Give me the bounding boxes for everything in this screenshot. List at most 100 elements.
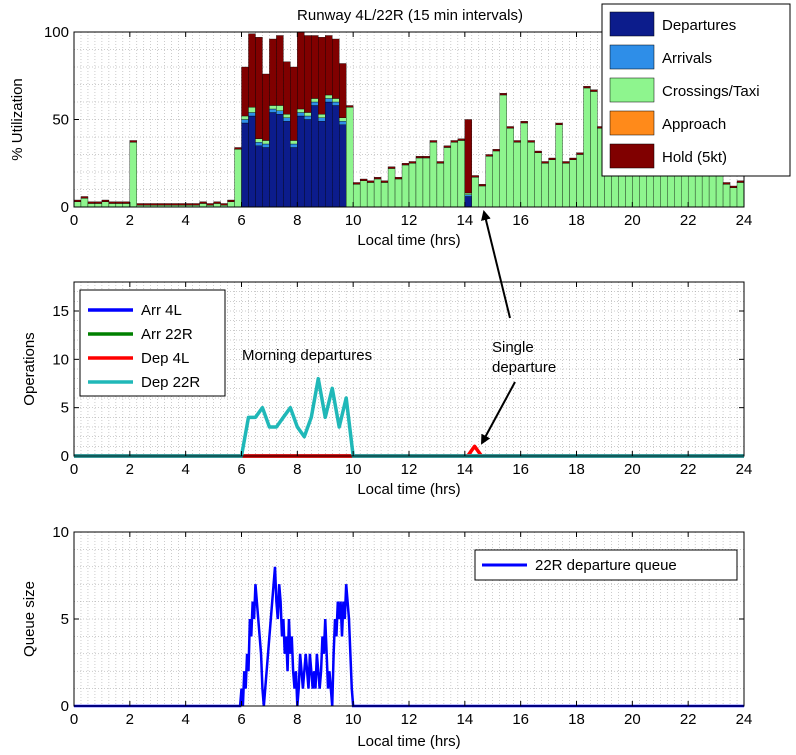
bar-segment	[408, 161, 417, 164]
y-tick-label: 0	[61, 448, 69, 465]
bar-segment	[199, 201, 207, 204]
bar-segment	[555, 124, 563, 208]
bar-segment	[115, 201, 124, 204]
bar-segment	[387, 168, 396, 208]
bar-segment	[408, 163, 417, 208]
x-tick-label: 12	[401, 711, 418, 728]
bar-segment	[101, 201, 110, 208]
bar-segment	[283, 114, 291, 118]
y-tick-label: 10	[52, 524, 69, 541]
bar-segment	[436, 161, 445, 164]
bar-segment	[73, 199, 82, 202]
bar-segment	[443, 147, 452, 208]
bar-segment	[213, 201, 221, 204]
bar-segment	[150, 203, 158, 206]
bar-segment	[311, 105, 319, 208]
bar-segment	[276, 105, 284, 111]
bar-segment	[583, 87, 591, 208]
bar-segment	[443, 145, 452, 148]
bar-segment	[108, 201, 117, 204]
bar-segment	[262, 140, 270, 145]
bar-segment	[352, 182, 361, 185]
bar-segment	[248, 107, 256, 113]
x-tick-label: 20	[624, 711, 641, 728]
legend-label-arrivals: Arrivals	[662, 50, 712, 67]
legend-label-arr-22r: Arr 22R	[141, 326, 193, 343]
bar-segment	[171, 203, 179, 206]
x-tick-label: 8	[293, 212, 301, 229]
bar-segment	[576, 154, 584, 208]
bar-segment	[255, 138, 263, 143]
x-tick-label: 22	[680, 212, 697, 229]
x-tick-label: 10	[345, 212, 362, 229]
bar-segment	[506, 128, 514, 208]
x-tick-label: 18	[568, 461, 585, 478]
bar-segment	[332, 101, 340, 106]
bar-segment	[248, 112, 256, 117]
x-tick-label: 24	[736, 461, 753, 478]
arrows	[481, 210, 516, 445]
bar-segment	[206, 203, 214, 206]
bar-segment	[332, 38, 340, 99]
bar-segment	[129, 142, 137, 208]
bar-segment	[297, 112, 305, 117]
panel-2-legend: Arr 4L Arr 22R Dep 4L Dep 22R	[79, 289, 226, 397]
y-tick-label: 0	[61, 199, 69, 216]
bar-segment	[555, 122, 563, 125]
bar-segment	[164, 203, 172, 206]
bar-segment	[478, 184, 486, 187]
bar-segment	[471, 175, 479, 178]
bar-segment	[255, 37, 263, 139]
arrow-to-top-panel	[481, 210, 511, 319]
bar-segment	[262, 147, 270, 208]
bar-segment	[318, 37, 326, 115]
bar-segment	[359, 180, 368, 208]
legend-swatch-crossings	[609, 77, 655, 103]
x-tick-label: 12	[401, 212, 418, 229]
bar-segment	[478, 185, 486, 208]
x-tick-label: 24	[736, 212, 753, 229]
x-tick-label: 20	[624, 212, 641, 229]
bar-segment	[248, 33, 256, 108]
x-tick-label: 22	[680, 461, 697, 478]
legend-swatch-approach	[609, 110, 655, 136]
bar-segment	[276, 35, 284, 106]
bar-segment	[122, 203, 131, 208]
bar-segment	[276, 114, 284, 208]
bar-segment	[464, 119, 472, 194]
bar-segment	[234, 149, 242, 208]
bar-segment	[590, 89, 598, 92]
bar-segment	[387, 166, 396, 169]
bar-segment	[457, 138, 466, 141]
y-tick-label: 15	[52, 303, 69, 320]
bar-segment	[380, 180, 389, 183]
x-tick-label: 14	[456, 212, 473, 229]
bar-segment	[325, 101, 333, 208]
bar-segment	[332, 105, 340, 208]
bar-segment	[736, 182, 745, 208]
bar-segment	[366, 182, 375, 208]
panel-3-ylabel: Queue size	[21, 581, 38, 657]
panel-3-xlabel: Local time (hrs)	[357, 733, 460, 750]
legend-label-queue: 22R departure queue	[535, 557, 677, 574]
bar-segment	[304, 119, 312, 208]
bar-segment	[297, 108, 305, 113]
legend-label-dep-4l: Dep 4L	[141, 350, 189, 367]
bar-segment	[715, 173, 724, 208]
bar-segment	[499, 94, 507, 208]
bar-segment	[241, 115, 249, 120]
x-tick-label: 18	[568, 711, 585, 728]
bar-segment	[339, 121, 347, 125]
bar-segment	[520, 122, 528, 208]
legend-swatch-departures	[609, 11, 655, 37]
bar-segment	[262, 73, 270, 141]
bar-segment	[115, 203, 124, 208]
bar-segment	[297, 31, 305, 110]
y-tick-label: 10	[52, 351, 69, 368]
bar-segment	[380, 182, 389, 208]
bar-segment	[457, 140, 466, 208]
bar-segment	[339, 124, 347, 208]
